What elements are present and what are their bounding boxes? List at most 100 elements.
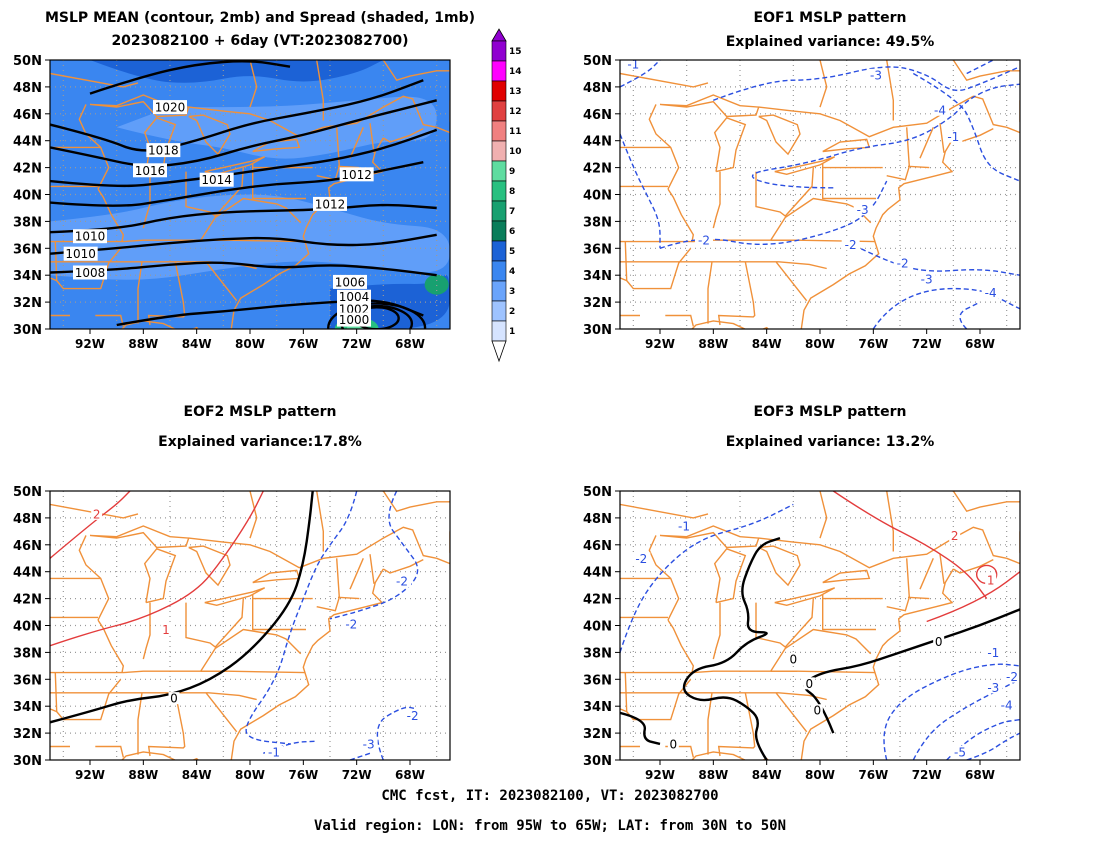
mean-contour-label: 1020 [155,101,186,115]
lat-tick-label: 32N [13,296,42,311]
lat-tick-label: 48N [13,512,42,527]
colorbar-segment [491,80,507,102]
lon-tick-label: 68W [395,768,425,782]
mean-slp-contour [50,261,437,277]
state-boundary-line [50,670,305,674]
lon-tick-label: 84W [752,337,782,351]
eof2-panel: 2 1 0 -2 -2 -2 -3 -1 50N 48N 46N 44N 42N 40N 38N 36N 34N… [13,485,451,782]
state-boundary-line [717,261,756,326]
lon-tick-label: 88W [128,337,158,351]
contour-label-box [133,163,167,178]
eof1-contour-label: -2 [845,238,857,252]
state-boundary-line [822,163,876,200]
mean-contour-label: 1010 [65,247,96,261]
contour-label-box [931,103,949,116]
footer-valid-region: Valid region: LON: from 95W to 65W; LAT:… [313,818,786,834]
state-boundary-line [822,569,871,584]
lon-tick-label: 76W [288,768,318,782]
spread-shade-green [424,274,449,295]
lat-tick-label: 34N [583,700,612,715]
state-boundary-line [147,261,186,326]
state-boundary-line [620,277,627,282]
state-boundary-line [659,525,760,549]
state-boundary-line [50,708,57,713]
mean-slp-contour [50,128,438,188]
state-boundary-line [205,692,238,733]
lat-tick-label: 40N [13,189,42,204]
contour-label-box [944,130,963,143]
state-boundary-line [147,692,186,757]
contour-label-box [984,681,1003,694]
contour-label-box [313,196,347,211]
colorbar-segment [491,140,507,162]
contour-label-box [917,273,936,286]
lat-tick-label: 32N [583,727,612,742]
state-boundary-line [939,554,945,584]
lat-tick-label: 38N [13,215,42,230]
eof1-panel-title: EOF1 MSLP pattern [753,10,907,26]
lon-tick-label: 88W [128,768,158,782]
eof2-negative-contour [329,491,419,620]
lat-tick-label: 50N [583,54,612,69]
lat-tick-label: 34N [583,269,612,284]
state-boundary-line [620,72,709,88]
lat-tick-label: 30N [13,323,42,338]
state-boundary-line [665,314,694,327]
colorbar-segment [491,100,507,122]
state-boundary-line [775,261,808,302]
state-boundary-line [50,692,257,701]
contour-label-box [168,692,180,705]
colorbar-segment [491,180,507,202]
mean-contour-label: 1018 [148,144,179,158]
colorbar-label: 7 [509,207,515,217]
eof2-contour-label: -2 [396,575,408,589]
state-boundary-line [137,692,143,755]
lat-tick-label: 38N [583,215,612,230]
lat-tick-label: 48N [583,81,612,96]
state-boundary-line [886,127,911,181]
colorbar-segment [491,240,507,262]
mean-slp-contour [89,60,291,95]
contour-label-box [337,312,371,327]
lat-tick-label: 48N [583,512,612,527]
eof3-contour-label: 1 [987,573,995,587]
lon-tick-label: 76W [858,337,888,351]
colorbar-segment [491,280,507,302]
eof1-negative-contour [846,240,1020,276]
colorbar-label: 4 [509,267,515,277]
state-boundary-line [919,558,934,590]
eof2-panel-title: EOF2 MSLP pattern [183,404,337,420]
state-boundary-line [382,127,424,143]
lat-tick-label: 34N [13,700,42,715]
eof2-contour-label: -3 [363,737,375,751]
mean-contour-label: 1006 [335,275,366,289]
eof1-negative-contour [959,301,981,329]
state-boundary-line [252,594,306,631]
contour-label-box [933,635,945,648]
eof3-contour-label: -3 [987,681,999,695]
lat-tick-label: 30N [583,754,612,769]
contour-label-box [811,704,823,717]
lon-tick-label: 68W [965,768,995,782]
eof3-contour-label: -5 [954,745,966,759]
lat-tick-label: 46N [13,108,42,123]
contour-label-box [199,172,234,187]
state-boundary-line [667,188,695,242]
state-boundary-line [620,708,627,713]
colorbar-label: 9 [509,167,515,177]
state-boundary-line [886,491,894,552]
state-boundary-line [691,320,770,329]
state-boundary-line [800,568,954,760]
state-boundary-line [712,171,721,229]
eof1-contour-label: -2 [897,257,909,271]
lon-tick-label: 80W [235,768,265,782]
state-boundary-line [143,547,177,604]
contour-label-box [667,737,679,750]
contour-label-box [787,653,799,666]
contour-label-box [867,68,885,81]
contour-label-box [339,167,374,182]
lat-tick-label: 50N [583,485,612,500]
state-boundary-line [822,138,871,153]
eof3-panel-title: EOF3 MSLP pattern [753,404,907,420]
